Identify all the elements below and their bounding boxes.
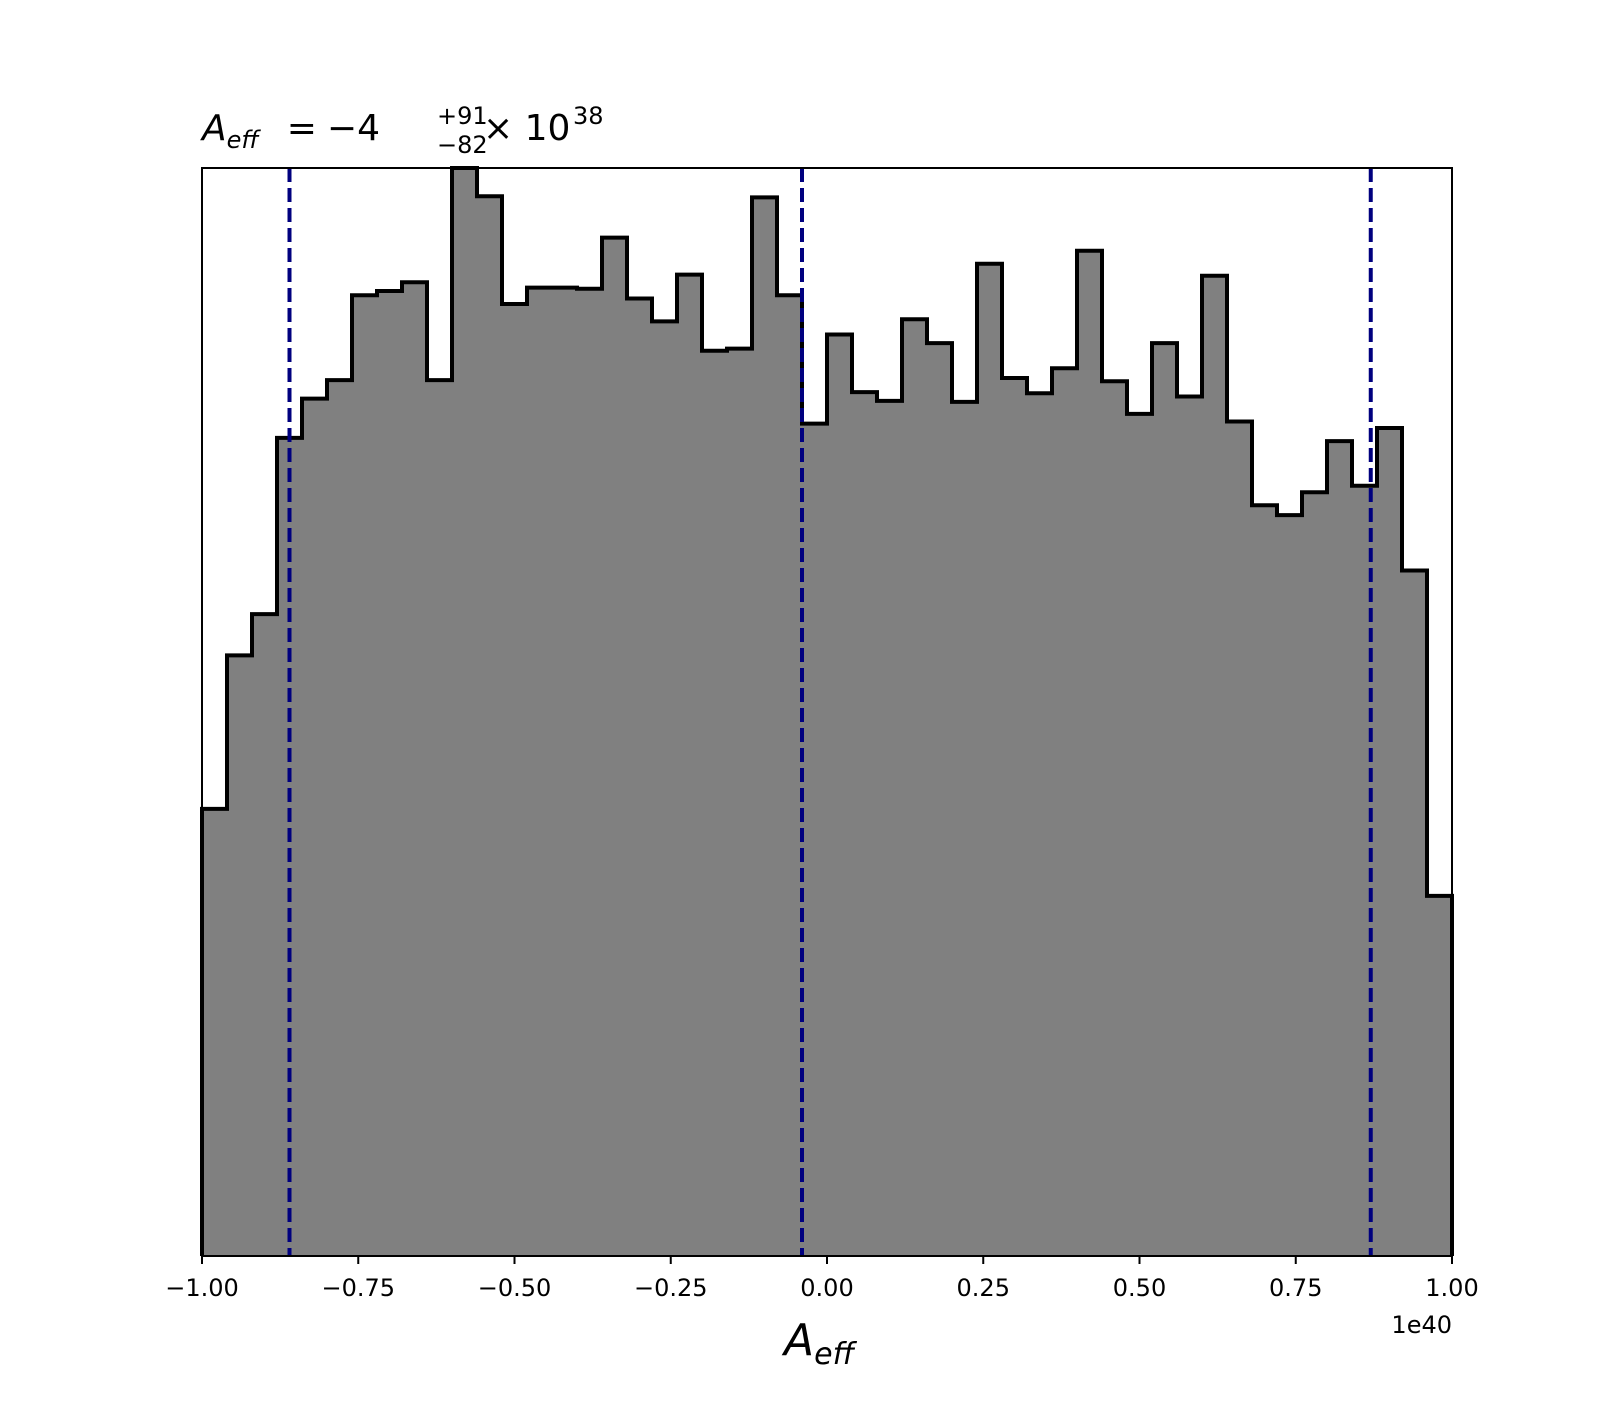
histogram-bar: [602, 237, 628, 1256]
x-tick-label: −1.00: [165, 1274, 239, 1302]
histogram-bar: [802, 423, 828, 1256]
histogram-bar: [1302, 492, 1328, 1256]
histogram-bar: [1227, 421, 1253, 1256]
histogram-bar: [977, 263, 1003, 1256]
histogram-bar: [1127, 413, 1153, 1256]
histogram-bar: [1202, 275, 1228, 1256]
histogram-bar: [1152, 343, 1178, 1257]
chart-title: Aeff = −4: [200, 108, 380, 154]
x-axis-label: Aeff: [781, 1315, 858, 1372]
histogram-bar: [1327, 441, 1353, 1256]
x-tick-label: 0.00: [800, 1274, 853, 1302]
x-tick-label: −0.75: [321, 1274, 395, 1302]
title-exponent: 38: [573, 102, 604, 130]
histogram-bar: [752, 197, 778, 1257]
histogram-bar: [502, 304, 528, 1256]
histogram-bar: [902, 319, 928, 1256]
histogram-bar: [1027, 393, 1053, 1256]
x-tick-label: 1.00: [1425, 1274, 1478, 1302]
histogram-bar: [952, 401, 978, 1256]
histogram-bar: [1102, 381, 1128, 1256]
title-equals: =: [287, 108, 317, 149]
x-axis-label-sub: eff: [814, 1337, 857, 1372]
x-axis-ticks: −1.00 −0.75 −0.50 −0.25 0.00 0.25 0.50 0.75 1.00: [165, 1256, 1479, 1302]
histogram-bar: [627, 298, 653, 1256]
histogram-bar: [1277, 515, 1303, 1256]
histogram-bar: [852, 392, 878, 1256]
histogram-bar: [227, 655, 253, 1256]
title-err-plus: +91: [437, 102, 488, 130]
histogram-bar: [352, 295, 378, 1256]
histogram-bar: [1427, 895, 1453, 1256]
histogram-bar: [1002, 377, 1028, 1256]
histogram-bar: [1252, 505, 1278, 1256]
histogram-bar: [427, 380, 453, 1256]
histogram-bar: [877, 400, 903, 1256]
x-axis-label-symbol: A: [781, 1315, 814, 1366]
histogram-bars: [202, 168, 1453, 1257]
histogram-bar: [252, 614, 278, 1256]
x-tick-label: 0.75: [1269, 1274, 1322, 1302]
histogram-bar: [1077, 250, 1103, 1257]
title-multiplier: × 10: [483, 108, 570, 149]
title-err-minus: −82: [437, 131, 488, 159]
histogram-bar: [1352, 485, 1378, 1256]
x-tick-label: −0.50: [478, 1274, 552, 1302]
histogram-bar: [527, 287, 553, 1256]
histogram-bar: [777, 295, 803, 1256]
histogram-bar: [1402, 570, 1428, 1256]
histogram-bar: [202, 808, 228, 1256]
histogram-bar: [377, 290, 403, 1257]
x-tick-label: −0.25: [634, 1274, 708, 1302]
histogram-bar: [477, 196, 503, 1257]
histogram-bar: [1177, 396, 1203, 1257]
histogram-outline: [200, 166, 1454, 1256]
histogram-bar: [302, 398, 328, 1256]
title-symbol-sub: eff: [227, 126, 262, 154]
histogram-bar: [552, 287, 578, 1256]
x-tick-label: 0.25: [957, 1274, 1010, 1302]
histogram-bar: [702, 350, 728, 1256]
histogram-bar: [1052, 368, 1078, 1256]
histogram-bar: [1377, 428, 1403, 1257]
histogram-bar: [402, 282, 428, 1256]
histogram-bar: [577, 288, 603, 1256]
quantile-lines: [287, 168, 1373, 1256]
x-offset-text: 1e40: [1391, 1311, 1452, 1339]
histogram-bar: [327, 380, 353, 1256]
x-tick-label: 0.50: [1113, 1274, 1166, 1302]
histogram-bar: [727, 348, 753, 1256]
histogram-bar: [652, 321, 678, 1257]
title-symbol: A: [200, 108, 227, 149]
histogram-bar: [452, 168, 478, 1256]
histogram-bar: [677, 274, 703, 1256]
histogram-bar: [927, 343, 953, 1257]
histogram-bar: [827, 334, 853, 1256]
title-median: −4: [327, 108, 380, 149]
